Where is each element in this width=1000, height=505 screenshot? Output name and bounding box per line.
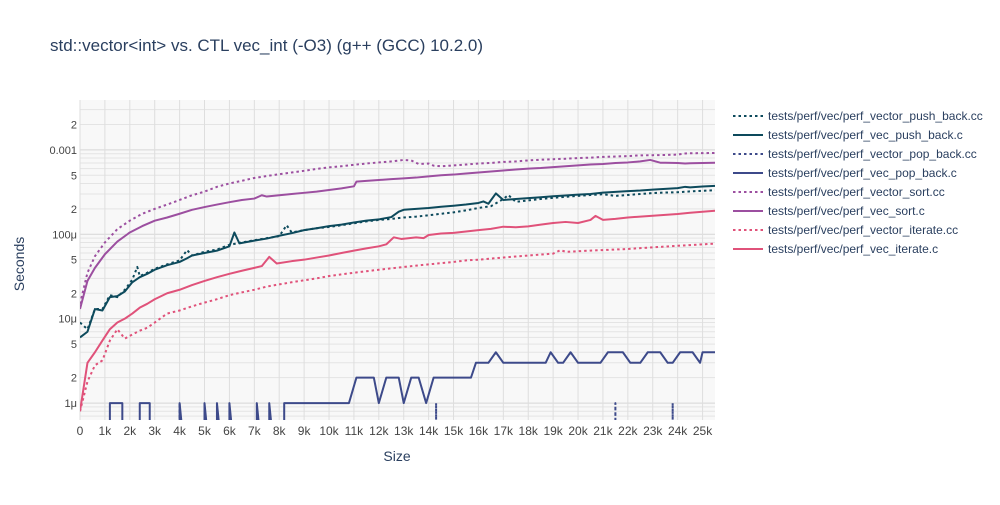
- x-tick-label: 15k: [444, 424, 464, 438]
- legend-item-perf-vec-pop-back-c[interactable]: tests/perf/vec/perf_vec_pop_back.c: [733, 166, 957, 180]
- x-tick-label: 10k: [319, 424, 339, 438]
- legend-item-perf-vec-iterate-c[interactable]: tests/perf/vec/perf_vec_iterate.c: [733, 242, 938, 256]
- series-line-perf-vec-iterate-c: [80, 209, 715, 412]
- x-tick-label: 20k: [568, 424, 588, 438]
- x-tick-label: 6k: [223, 424, 237, 438]
- legend-label: tests/perf/vec/perf_vec_push_back.c: [768, 128, 963, 142]
- y-tick-label: 2: [71, 288, 77, 300]
- series-layer: [80, 151, 715, 420]
- x-tick-label: 21k: [593, 424, 613, 438]
- y-tick-label: 0.001: [49, 145, 77, 157]
- y-axis-ticks: 1μ 2 5 10μ 2 5 100μ 2 5 0.001 2: [49, 119, 77, 410]
- legend-label: tests/perf/vec/perf_vec_sort.c: [768, 204, 925, 218]
- x-tick-label: 5k: [198, 424, 212, 438]
- x-tick-label: 22k: [618, 424, 638, 438]
- legend-item-perf-vector-push-back-cc[interactable]: tests/perf/vec/perf_vector_push_back.cc: [733, 109, 983, 123]
- legend-item-perf-vector-sort-cc[interactable]: tests/perf/vec/perf_vector_sort.cc: [733, 185, 945, 199]
- y-tick-label: 10μ: [58, 314, 77, 326]
- x-tick-label: 11k: [345, 424, 364, 438]
- x-tick-label: 0: [77, 424, 84, 438]
- y-tick-label: 2: [71, 119, 77, 131]
- legend-item-perf-vec-sort-c[interactable]: tests/perf/vec/perf_vec_sort.c: [733, 204, 925, 218]
- x-tick-label: 13k: [394, 424, 414, 438]
- x-tick-label: 24k: [668, 424, 688, 438]
- x-tick-label: 14k: [419, 424, 439, 438]
- series-line-perf-vector-iterate-cc: [80, 242, 715, 412]
- x-tick-label: 1k: [99, 424, 113, 438]
- x-tick-label: 9k: [298, 424, 312, 438]
- y-tick-label: 2: [71, 204, 77, 216]
- x-tick-label: 23k: [643, 424, 663, 438]
- legend-label: tests/perf/vec/perf_vector_iterate.cc: [768, 223, 958, 237]
- legend-item-perf-vector-iterate-cc[interactable]: tests/perf/vec/perf_vector_iterate.cc: [733, 223, 958, 237]
- x-tick-label: 8k: [273, 424, 287, 438]
- x-tick-label: 2k: [123, 424, 137, 438]
- y-tick-label: 5: [71, 255, 77, 267]
- x-tick-label: 17k: [494, 424, 514, 438]
- x-tick-label: 19k: [543, 424, 563, 438]
- x-tick-label: 25k: [693, 424, 713, 438]
- legend[interactable]: tests/perf/vec/perf_vector_push_back.cct…: [733, 109, 983, 256]
- legend-label: tests/perf/vec/perf_vector_push_back.cc: [768, 109, 983, 123]
- x-tick-label: 7k: [248, 424, 262, 438]
- series-line-perf-vector-sort-cc: [80, 151, 715, 305]
- x-axis-ticks: 0 1k 2k 3k 4k 5k 6k 7k 8k 9k 10k 11k 12k 13k 14k 15k 16k…: [77, 424, 714, 438]
- chart-title: std::vector<int> vs. CTL vec_int (-O3) (…: [50, 36, 483, 55]
- series-line-perf-vec-sort-c: [80, 158, 715, 310]
- legend-label: tests/perf/vec/perf_vec_pop_back.c: [768, 166, 957, 180]
- x-tick-label: 16k: [469, 424, 489, 438]
- x-tick-label: 4k: [173, 424, 187, 438]
- series-line-perf-vec-pop-back-c: [108, 351, 715, 420]
- y-axis-label: Seconds: [11, 237, 27, 291]
- x-axis-label: Size: [383, 448, 410, 464]
- legend-label: tests/perf/vec/perf_vec_iterate.c: [768, 242, 938, 256]
- legend-label: tests/perf/vec/perf_vector_pop_back.cc: [768, 147, 977, 161]
- y-tick-label: 5: [71, 170, 77, 182]
- x-tick-label: 18k: [519, 424, 539, 438]
- x-tick-label: 12k: [369, 424, 389, 438]
- x-tick-label: 3k: [148, 424, 162, 438]
- y-tick-label: 1μ: [65, 398, 77, 410]
- legend-item-perf-vec-push-back-c[interactable]: tests/perf/vec/perf_vec_push_back.c: [733, 128, 963, 142]
- legend-label: tests/perf/vec/perf_vector_sort.cc: [768, 185, 945, 199]
- series-line-perf-vec-push-back-c: [80, 184, 715, 339]
- y-tick-label: 2: [71, 373, 77, 385]
- y-tick-label: 5: [71, 339, 77, 351]
- legend-item-perf-vector-pop-back-cc[interactable]: tests/perf/vec/perf_vector_pop_back.cc: [733, 147, 977, 161]
- grid-lines: [79, 100, 715, 420]
- y-tick-label: 100μ: [52, 229, 77, 241]
